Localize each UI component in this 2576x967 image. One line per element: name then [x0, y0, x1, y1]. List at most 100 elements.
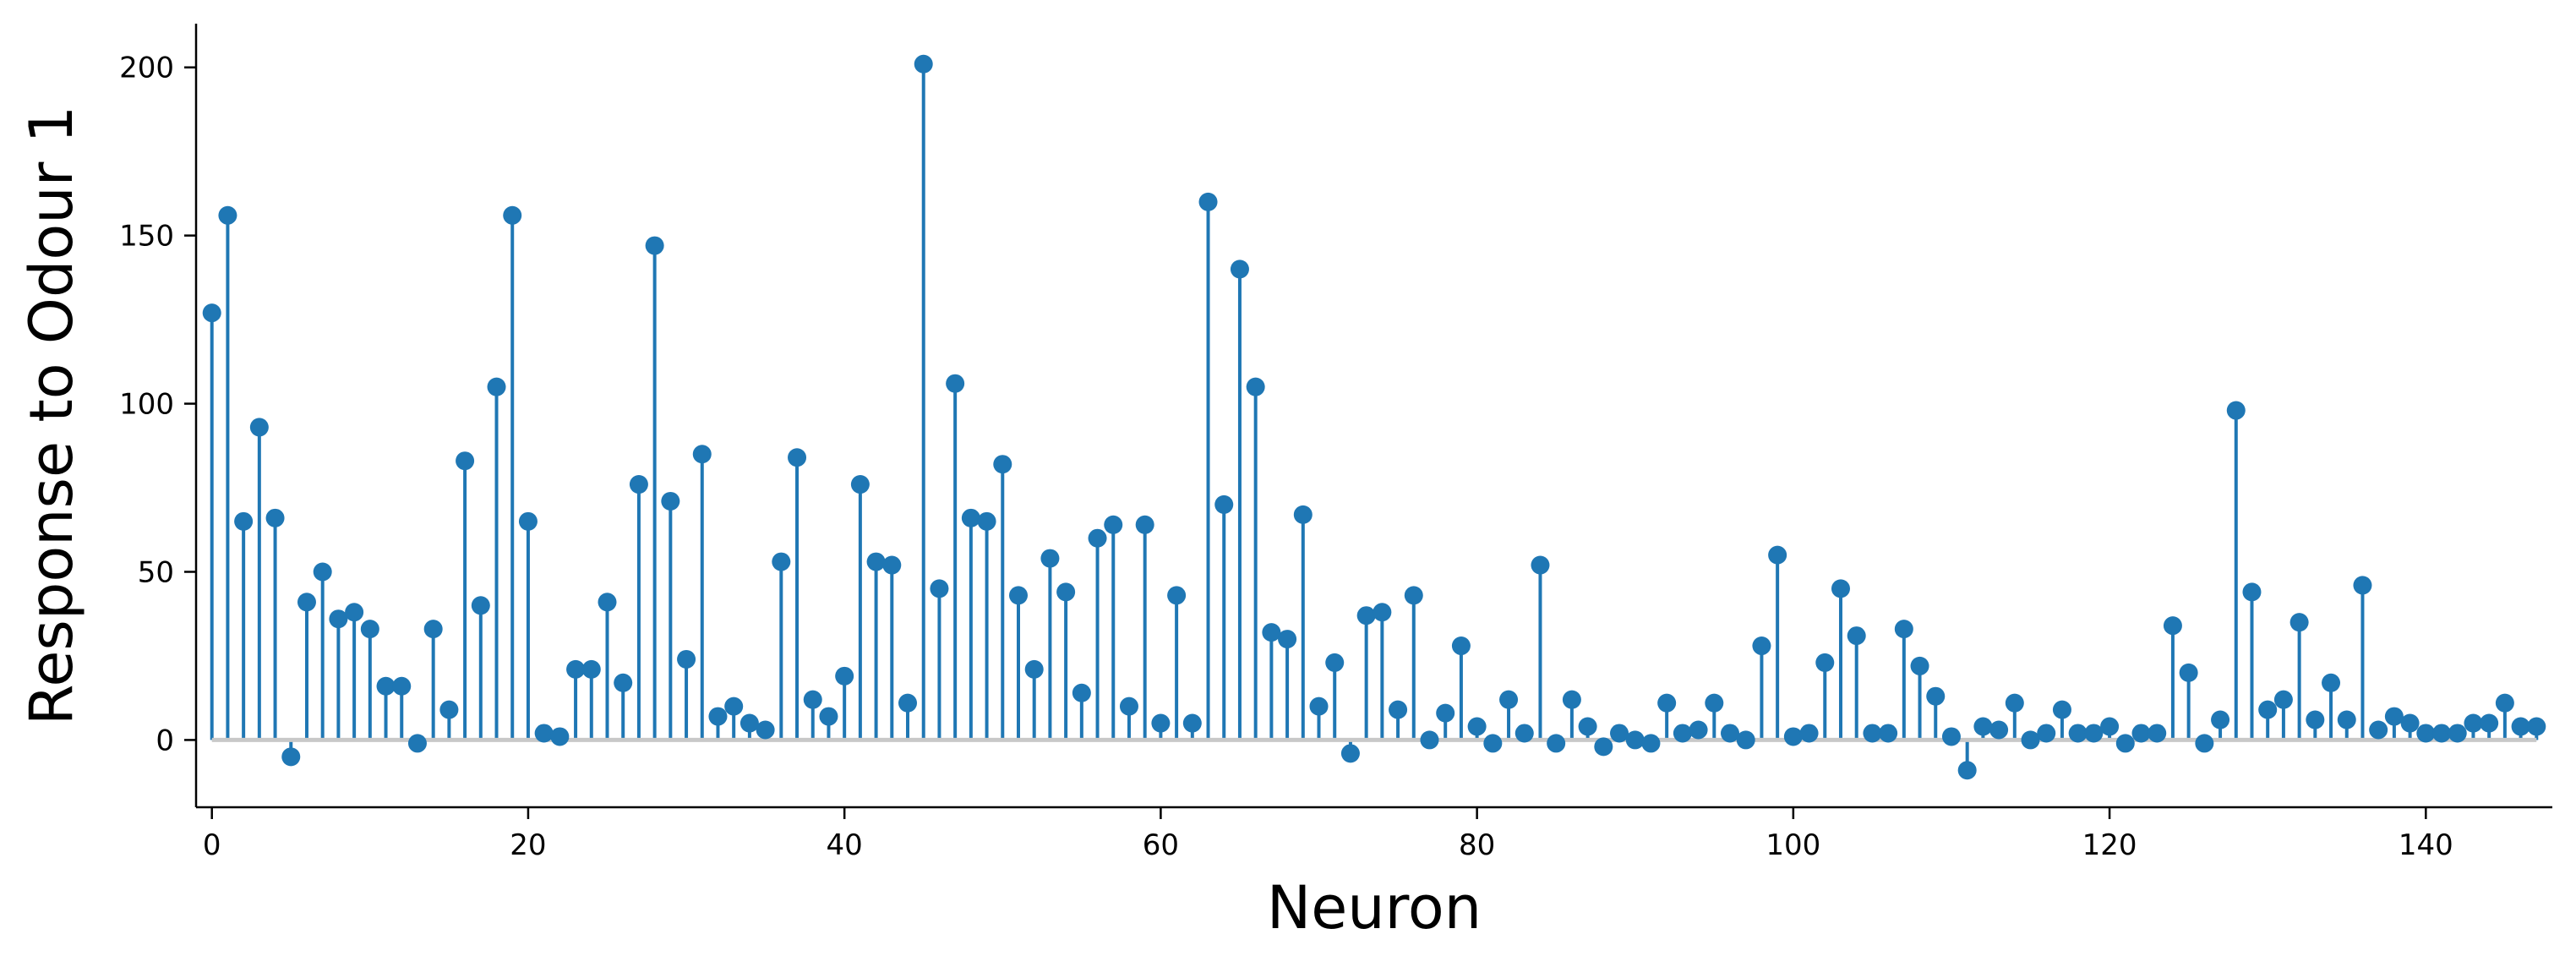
- data-point: [2306, 710, 2325, 729]
- data-point: [772, 552, 791, 571]
- data-point: [2480, 713, 2499, 733]
- data-point: [1847, 626, 1866, 646]
- data-point: [1246, 377, 1265, 396]
- data-point: [1040, 549, 1060, 568]
- data-point: [2464, 713, 2483, 733]
- data-point: [1863, 724, 1882, 743]
- data-point: [1910, 656, 1929, 675]
- data-point: [1736, 730, 1755, 750]
- x-tick-label: 80: [1459, 828, 1495, 862]
- data-point: [1721, 724, 1740, 743]
- data-point: [2068, 724, 2088, 743]
- data-point: [1278, 630, 1297, 649]
- data-point: [629, 475, 648, 494]
- data-point: [882, 555, 902, 575]
- data-point: [598, 593, 617, 612]
- data-point: [614, 673, 633, 692]
- data-point: [1499, 690, 1519, 709]
- data-point: [1420, 730, 1439, 750]
- data-point: [1879, 724, 1898, 743]
- data-point: [487, 377, 506, 396]
- data-point: [2337, 710, 2356, 729]
- data-point: [1436, 703, 1455, 723]
- data-point: [993, 455, 1012, 474]
- data-point: [2179, 663, 2198, 682]
- data-point: [914, 54, 933, 74]
- data-point: [645, 236, 664, 255]
- data-point: [1198, 192, 1218, 211]
- x-tick-label: 40: [827, 828, 863, 862]
- data-point: [1483, 734, 1503, 753]
- data-point: [1008, 586, 1028, 605]
- data-point: [2084, 724, 2104, 743]
- data-point: [946, 374, 965, 393]
- data-point: [2005, 693, 2024, 713]
- data-point: [407, 734, 427, 753]
- x-axis-label: Neuron: [1267, 873, 1482, 942]
- data-point: [1230, 260, 1249, 279]
- data-point: [2211, 710, 2230, 729]
- data-point: [677, 649, 696, 669]
- x-tick-label: 60: [1143, 828, 1179, 862]
- data-point: [2258, 700, 2278, 719]
- y-tick-label: 100: [119, 388, 174, 422]
- data-point: [1673, 724, 1692, 743]
- data-point: [2495, 693, 2514, 713]
- data-point: [2416, 724, 2436, 743]
- data-point: [503, 205, 522, 225]
- data-point: [661, 491, 680, 511]
- data-point: [1625, 730, 1645, 750]
- data-point: [313, 562, 332, 582]
- data-point: [819, 707, 838, 726]
- data-point: [2226, 401, 2246, 420]
- data-point: [1389, 700, 1408, 719]
- x-tick-label: 140: [2399, 828, 2453, 862]
- data-point: [692, 445, 712, 464]
- data-point: [1151, 713, 1171, 733]
- y-axis-ticks: 0 50 100 150 200: [119, 52, 196, 757]
- data-point: [1104, 515, 1123, 534]
- data-point: [1973, 717, 1993, 736]
- data-point: [2353, 576, 2372, 595]
- data-point: [2052, 700, 2071, 719]
- data-point: [2148, 724, 2167, 743]
- data-point: [2322, 673, 2341, 692]
- data-point: [1467, 717, 1487, 736]
- data-point: [566, 659, 586, 679]
- data-point: [1451, 636, 1471, 656]
- y-tick-label: 150: [119, 220, 174, 254]
- data-point: [2289, 613, 2309, 632]
- data-point: [345, 603, 364, 622]
- data-point: [1799, 724, 1819, 743]
- x-axis-ticks: 0 20 40 60 80 100 120 140: [203, 807, 2453, 862]
- data-point: [1941, 727, 1961, 746]
- data-point: [1119, 697, 1138, 716]
- data-point: [1610, 724, 1629, 743]
- data-point: [2527, 717, 2546, 736]
- data-point: [866, 552, 886, 571]
- data-point: [1815, 653, 1835, 672]
- data-point: [2369, 720, 2388, 740]
- data-point: [2400, 713, 2420, 733]
- data-point: [2432, 724, 2452, 743]
- data-point: [1831, 579, 1850, 598]
- data-point: [1373, 603, 1392, 622]
- data-point: [1356, 606, 1376, 626]
- data-point: [1768, 545, 1787, 565]
- data-point: [1309, 697, 1329, 716]
- data-point: [1689, 720, 1708, 740]
- data-point: [1641, 734, 1661, 753]
- data-point: [2131, 724, 2151, 743]
- data-point: [1072, 683, 1091, 702]
- data-point: [898, 693, 918, 713]
- data-point: [1325, 653, 1345, 672]
- data-point: [1262, 623, 1281, 642]
- data-point: [1214, 494, 1234, 514]
- data-point: [1957, 761, 1977, 780]
- data-point: [2100, 717, 2120, 736]
- data-point: [850, 475, 870, 494]
- data-point: [439, 700, 459, 719]
- data-point: [1594, 737, 1613, 757]
- data-point: [2037, 724, 2056, 743]
- y-tick-label: 50: [138, 556, 174, 590]
